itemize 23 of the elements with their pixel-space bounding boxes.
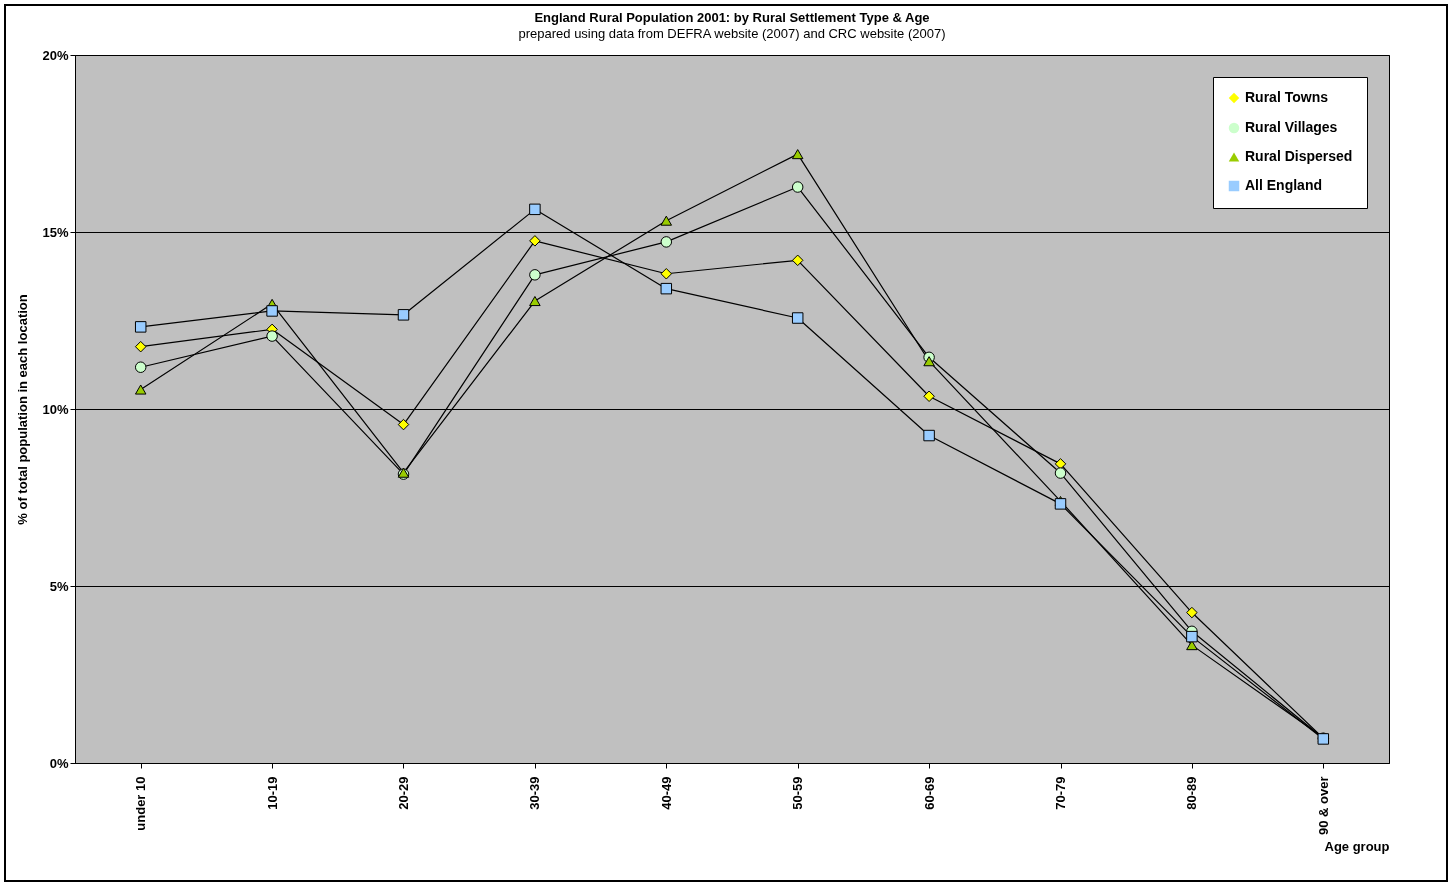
legend-label: Rural Dispersed — [1245, 148, 1353, 164]
x-tick-label: 60-69 — [921, 776, 937, 810]
y-tick-label: 10% — [42, 401, 69, 417]
x-tick-label: 70-79 — [1053, 776, 1068, 810]
y-tick-label: 0% — [49, 755, 69, 771]
chart-subtitle: prepared using data from DEFRA website (2007) and CRC website (2007) — [518, 26, 946, 41]
x-tick-label: 80-89 — [1184, 776, 1200, 810]
x-tick-label: 50-59 — [790, 776, 806, 810]
y-tick-label: 15% — [42, 224, 69, 240]
x-tick-label: under 10 — [133, 776, 149, 831]
y-axis-title: % of total population in each location — [15, 294, 31, 525]
x-tick-label: 90 & over — [1315, 776, 1331, 836]
x-tick-label: 40-49 — [658, 776, 674, 810]
legend-label: Rural Villages — [1245, 119, 1338, 135]
legend-label: Rural Towns — [1245, 89, 1329, 105]
x-tick-label: 20-29 — [396, 776, 411, 810]
chart-title: England Rural Population 2001: by Rural Settlement Type & Age — [534, 10, 930, 25]
x-tick-label: 30-39 — [527, 776, 543, 810]
y-tick-label: 5% — [49, 578, 69, 594]
x-axis-title: Age group — [1324, 839, 1390, 855]
legend-label: All England — [1245, 177, 1322, 193]
y-tick-label: 20% — [42, 47, 69, 63]
x-tick-label: 10-19 — [264, 776, 280, 810]
